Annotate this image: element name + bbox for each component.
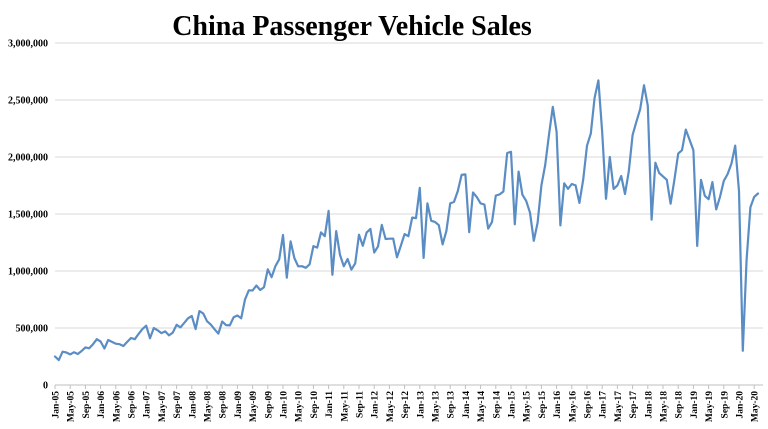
x-tick-label: Jan-05	[52, 391, 62, 419]
x-tick-label: Jan-19	[690, 391, 700, 419]
x-tick-label: Sep-13	[447, 391, 457, 419]
y-axis-tick-labels: 0 500,000 1,000,000 1,500,000 2,000,000 2,500…	[8, 39, 48, 392]
x-tick-label: Jan-09	[234, 391, 244, 419]
x-tick-label: Jan-10	[280, 391, 290, 419]
x-tick-label: Sep-12	[401, 391, 411, 419]
x-tick-label: Jan-15	[508, 391, 518, 419]
x-tick-label: Jan-12	[371, 391, 381, 419]
x-tick-label: May-15	[523, 391, 533, 422]
x-tick-label: Jan-13	[416, 391, 426, 419]
x-tick-label: May-08	[204, 391, 214, 422]
x-tick-label: Sep-05	[82, 391, 92, 419]
x-tick-label: May-16	[568, 391, 578, 422]
sales-line	[53, 79, 760, 362]
x-tick-label: May-17	[614, 391, 624, 422]
x-tick-label: Sep-06	[128, 391, 138, 419]
y-tick-label: 2,500,000	[8, 96, 48, 107]
x-tick-label: May-19	[705, 391, 715, 422]
x-tick-label: Sep-10	[310, 391, 320, 419]
chart-title: China Passenger Vehicle Sales	[172, 11, 532, 42]
y-tick-label: 1,500,000	[8, 210, 48, 221]
x-tick-label: Jan-11	[325, 391, 335, 418]
x-tick-label: Jan-08	[188, 391, 198, 419]
y-tick-label: 0	[43, 381, 48, 392]
x-tick-label: Sep-11	[356, 391, 366, 418]
x-tick-label: Sep-17	[629, 391, 639, 419]
x-tick-label: May-14	[477, 391, 487, 422]
x-tick-label: Sep-07	[173, 391, 183, 419]
x-tick-label: Jan-18	[644, 391, 654, 419]
x-tick-label: Sep-14	[492, 391, 502, 419]
x-tick-label: Sep-09	[264, 391, 274, 419]
x-tick-label: May-20	[751, 391, 761, 422]
y-tick-label: 1,000,000	[8, 267, 48, 278]
x-tick-label: Jan-16	[553, 391, 563, 419]
x-tick-label: May-10	[295, 391, 305, 422]
x-tick-label: Jan-20	[736, 391, 746, 419]
x-tick-label: May-06	[112, 391, 122, 422]
x-axis-tick-labels: Jan-05 May-05 Sep-05 Jan-06 May-06 Sep-06 Jan-…	[52, 385, 761, 422]
x-tick-label: Sep-18	[675, 391, 685, 419]
x-tick-label: Jan-14	[462, 391, 472, 419]
x-tick-label: Jan-07	[143, 391, 153, 419]
x-tick-label: May-09	[249, 391, 259, 422]
x-tick-label: May-11	[340, 391, 350, 422]
y-tick-label: 3,000,000	[8, 39, 48, 50]
gridlines	[55, 42, 763, 386]
x-tick-label: Sep-08	[219, 391, 229, 419]
x-tick-label: May-07	[158, 391, 168, 422]
x-tick-label: Jan-17	[599, 391, 609, 419]
x-tick-label: Sep-19	[720, 391, 730, 419]
x-tick-label: May-12	[386, 391, 396, 422]
y-tick-label: 500,000	[16, 324, 49, 335]
x-tick-label: May-18	[660, 391, 670, 422]
sales-line-series	[53, 79, 760, 362]
y-tick-label: 2,000,000	[8, 153, 48, 164]
x-tick-label: Jan-06	[97, 391, 107, 419]
x-tick-label: Sep-16	[584, 391, 594, 419]
x-tick-label: May-13	[432, 391, 442, 422]
x-tick-label: Sep-15	[538, 391, 548, 419]
x-tick-label: May-05	[67, 391, 77, 422]
